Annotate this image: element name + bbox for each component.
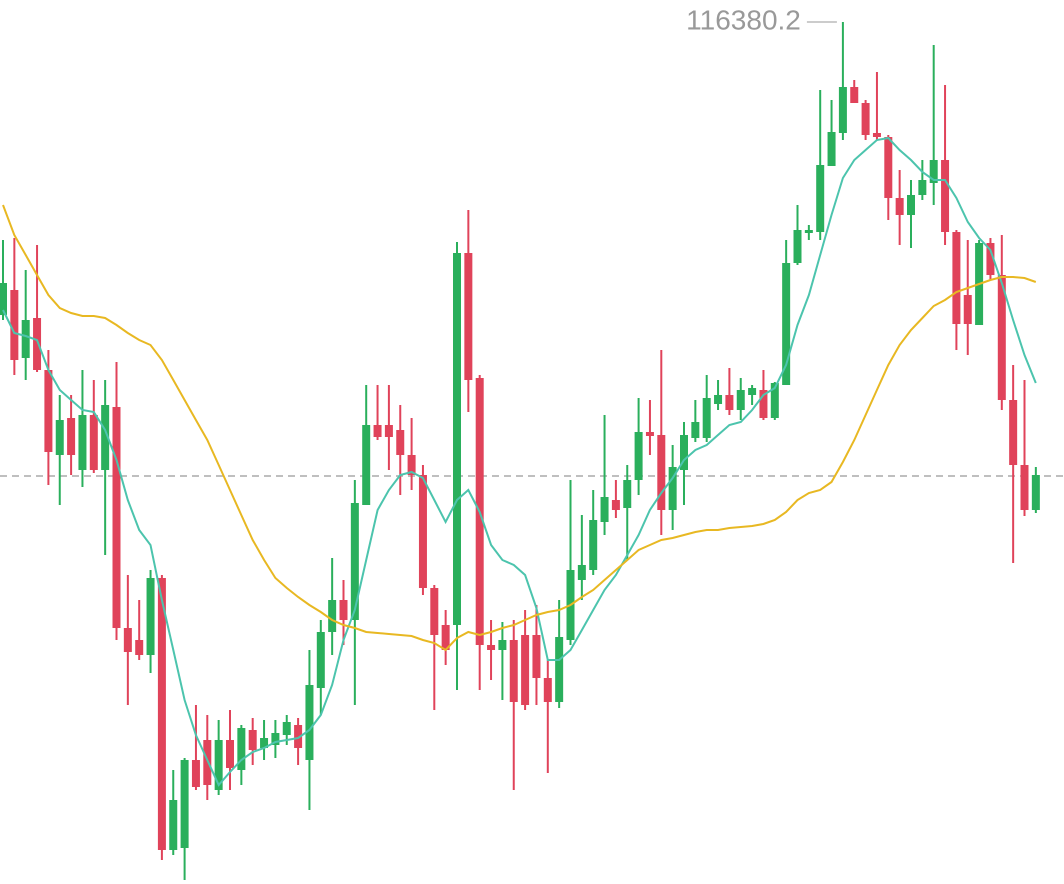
candle-body [804,230,813,233]
candle-body [157,578,166,850]
candle-body [1020,465,1029,510]
candle-body [1009,400,1018,465]
candle-body [123,628,132,652]
candle-body [282,722,291,735]
candle-body [464,253,473,380]
candle-body [850,87,859,103]
candle-body [918,180,927,195]
candle-body [271,733,280,745]
candle-body [305,685,314,760]
candle-body [101,405,110,470]
candle-body [680,435,688,470]
candle-body [169,800,178,850]
candle-body [884,137,893,198]
candle-body [373,425,382,437]
candle-body [0,283,7,315]
candle-body [33,318,42,370]
candle-body [78,415,87,470]
candle-body [736,390,745,410]
candle-body [782,263,791,385]
candle-body [509,640,518,702]
candle-body [941,160,950,232]
candle-body [55,420,64,455]
candle-body [214,740,223,790]
candle-body [384,425,393,437]
candle-body [441,625,450,650]
candle-body [861,103,870,135]
candle-body [237,728,246,770]
candle-body [997,275,1006,400]
candle-body [487,645,496,650]
candle-body [986,243,995,275]
candle-body [952,232,961,324]
candle-body [963,295,972,324]
candles [0,21,1040,880]
candle-body [929,160,938,183]
candle-body [577,565,586,580]
candle-body [623,480,632,508]
candle-body [396,430,405,455]
candle-body [702,398,711,438]
candle-body [407,455,416,475]
candle-body [191,760,200,787]
candle-body [430,588,439,635]
candle-body [645,432,654,436]
moving-average-line [2,136,1037,787]
candle-body [67,418,76,455]
candle-body [44,370,53,452]
candle-body [89,415,98,470]
candle-body [838,87,847,133]
candle-body [827,132,836,166]
candle-body [21,320,30,358]
candle-body [498,640,507,650]
candle-body [1031,475,1040,510]
candle-body [872,133,881,137]
candle-body [691,422,700,438]
candle-body [634,432,643,480]
candle-body [203,740,212,785]
candle-body [600,497,609,522]
candle-body [555,637,564,702]
candle-body [907,195,915,215]
candle-body [260,738,269,748]
candle-body [895,198,904,215]
candle-body [725,395,734,410]
candle-body [748,388,757,395]
candle-body [180,760,189,848]
candle-body [668,467,677,510]
candle-body [146,578,155,655]
candle-body [248,730,257,750]
candle-body [316,632,325,688]
candle-body [521,635,530,705]
candle-body [532,635,541,678]
candle-body [793,230,802,263]
candle-body [226,740,234,768]
candle-body [112,407,121,628]
candle-body [770,383,779,418]
candle-body [611,500,620,510]
candle-body [135,640,144,655]
candle-body [328,600,337,632]
candle-body [657,435,666,510]
candle-body [350,503,359,620]
candle-body [759,390,768,418]
candle-body [714,395,723,404]
candle-body [543,678,552,702]
candle-body [294,725,303,748]
moving-average-line [2,204,1037,652]
candle-body [453,253,461,625]
candle-body [418,475,427,588]
candle-body [816,165,825,232]
high-label: 116380.2 [686,4,801,35]
candle-body [362,425,371,505]
candle-body [589,520,598,570]
candle-body [10,290,19,360]
candle-body [339,600,348,620]
